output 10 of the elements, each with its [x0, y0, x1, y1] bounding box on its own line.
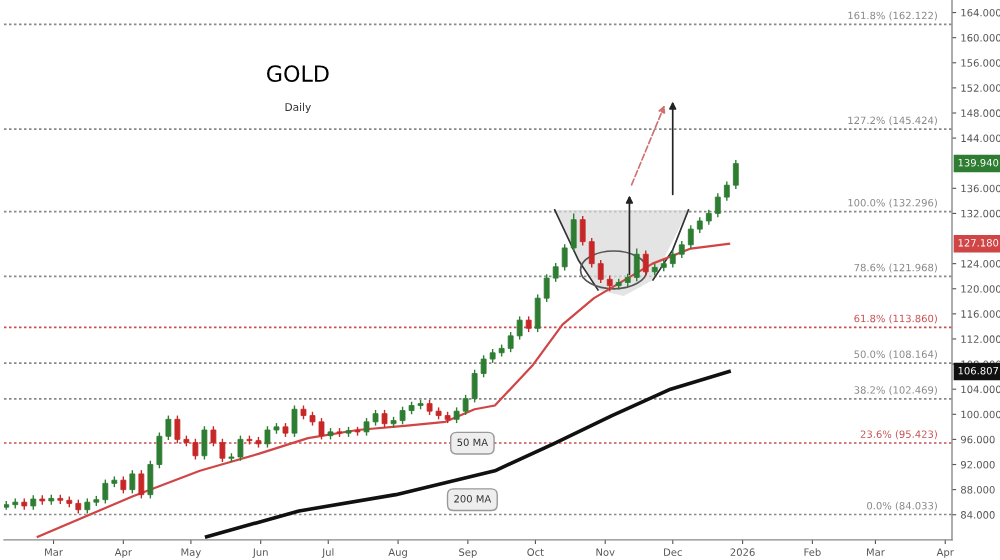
candlestick: [516, 315, 523, 341]
candlestick: [201, 425, 208, 461]
candlestick: [642, 249, 649, 277]
candlestick: [291, 404, 298, 438]
text: GOLD: [267, 65, 329, 83]
line-series: [204, 369, 731, 539]
candlestick: [732, 159, 739, 190]
candlestick: [633, 247, 640, 282]
candlestick: [129, 469, 136, 495]
candlestick: [138, 469, 145, 500]
